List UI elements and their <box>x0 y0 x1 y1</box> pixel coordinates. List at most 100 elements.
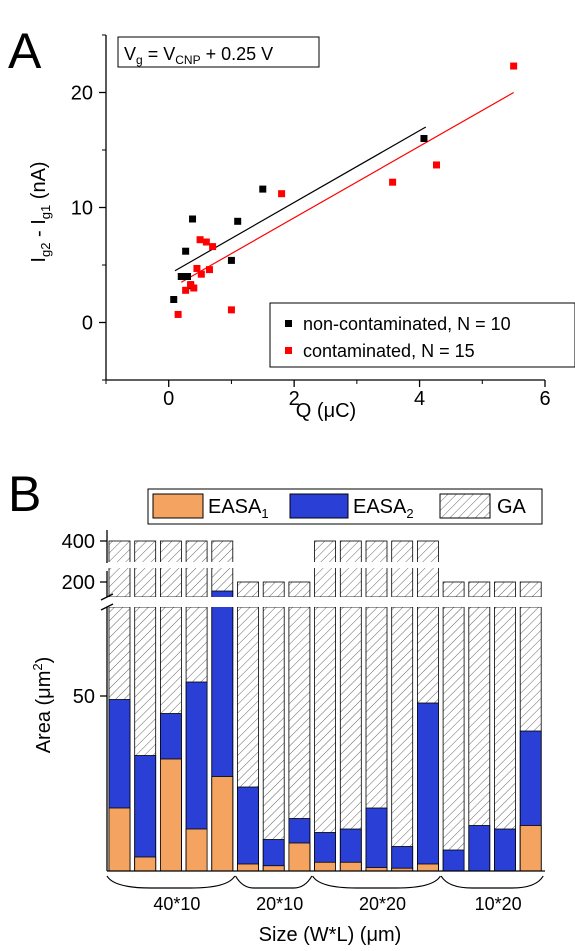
a-y-tick-label: 10 <box>71 198 93 220</box>
b-group-brackets: 40*10 20*10 20*20 10*20 <box>106 875 544 914</box>
b-bar-easa2 <box>416 702 439 872</box>
b-bar-ga-upper <box>442 581 465 598</box>
b-bar-ga-lower <box>391 606 414 872</box>
b-legend-easa1-main: EASA <box>208 496 262 518</box>
b-bar-easa1 <box>237 863 259 872</box>
a-legend-marker-black <box>285 320 292 327</box>
a-point-1 <box>227 256 235 264</box>
a-ann-sub-cnp: CNP <box>175 53 200 67</box>
b-tick-label-200: 200 <box>62 572 95 594</box>
b-bar-ga-upper <box>365 540 388 598</box>
a-point-1 <box>420 135 428 142</box>
a-y-tick-label: 0 <box>82 313 93 335</box>
b-bar-easa2 <box>365 807 388 872</box>
a-point-2 <box>182 286 190 294</box>
b-group-bracket <box>106 875 236 889</box>
a-y-unit: (nA) <box>28 161 50 204</box>
b-bar-ga-upper <box>288 581 311 598</box>
a-y-i1: I <box>28 257 50 263</box>
b-bar-ga-lower <box>262 606 285 872</box>
b-bar-ga-upper <box>416 540 439 598</box>
a-x-tick-label: 6 <box>539 388 550 410</box>
a-x-label-unit: C) <box>335 400 356 422</box>
panel-label-a: A <box>8 23 42 79</box>
b-legend-swatch-easa2 <box>289 493 349 519</box>
b-group-label: 40*10 <box>153 894 200 914</box>
b-bar-break-gap <box>390 562 414 568</box>
b-bar-ga-lower <box>442 606 465 872</box>
b-bar-easa1 <box>134 856 157 872</box>
b-bar-break-gap <box>313 562 337 568</box>
b-legend-label-ga: GA <box>497 496 527 518</box>
b-group-bracket <box>440 875 544 889</box>
b-bar-easa1 <box>339 861 362 872</box>
b-bar-easa1 <box>185 828 208 872</box>
b-bar-ga-upper <box>314 540 337 598</box>
b-legend-label-easa1: EASA1 <box>208 496 269 521</box>
b-bar-ga-upper <box>159 540 182 598</box>
a-y-tick-label: 20 <box>71 83 93 105</box>
a-point-2 <box>227 306 235 314</box>
b-bar-break-gap <box>339 562 363 568</box>
a-y-s1: g2 <box>38 243 53 257</box>
b-legend-easa1-sub: 1 <box>261 506 268 521</box>
b-bar-ga-upper <box>391 540 414 598</box>
a-x-label: Q (μC) <box>296 400 356 422</box>
a-point-1 <box>234 217 242 225</box>
b-bar-break-gap <box>416 562 440 568</box>
b-group-label: 20*10 <box>256 894 303 914</box>
b-bar-easa1 <box>211 776 234 872</box>
a-y-s2: g1 <box>38 205 53 219</box>
a-point-1 <box>170 296 178 303</box>
a-point-1 <box>177 273 185 280</box>
b-group-bracket <box>234 875 313 889</box>
a-point-2 <box>389 178 397 186</box>
b-axis-break-2 <box>100 603 114 611</box>
a-point-2 <box>209 243 217 251</box>
a-legend-label-1: non-contaminated, N = 10 <box>303 314 511 334</box>
b-legend: EASA1 EASA2 GA <box>147 488 543 525</box>
b-y-label-mu: μ <box>33 687 55 699</box>
b-bar-easa2 <box>134 755 157 872</box>
b-bar-ga-upper <box>108 540 131 598</box>
b-legend-easa2-main: EASA <box>353 496 407 518</box>
b-bar-ga-upper <box>237 581 259 598</box>
b-bar-ga-upper <box>494 581 516 598</box>
b-legend-label-easa2: EASA2 <box>353 496 414 521</box>
b-bar-ga-upper <box>185 540 208 598</box>
b-bar-ga-lower <box>314 606 337 872</box>
b-bar-easa2 <box>237 786 259 872</box>
b-bar-ga-upper <box>519 581 542 598</box>
a-fit-lines <box>174 91 514 283</box>
b-bar-easa2 <box>391 846 414 872</box>
a-annotation-box <box>117 36 320 68</box>
b-x-label: Size (W*L) (μm) <box>259 924 402 946</box>
a-y-mid: - I <box>28 219 50 242</box>
b-y-label-unit: m <box>33 671 55 688</box>
b-legend-swatch-ga <box>439 493 491 519</box>
a-legend-marker-red <box>285 347 292 354</box>
b-bar-ga-upper <box>468 581 491 598</box>
b-bar-break-gap <box>210 562 234 568</box>
b-bar-easa1 <box>288 842 311 872</box>
a-point-1 <box>189 215 197 223</box>
a-point-2 <box>190 284 198 292</box>
b-break-band <box>108 597 545 607</box>
b-legend-easa2-sub: 2 <box>406 506 413 521</box>
a-point-2 <box>193 264 201 272</box>
a-point-1 <box>184 273 192 280</box>
b-bar-easa1 <box>262 865 285 872</box>
b-bar-easa2 <box>468 825 491 872</box>
b-bar-ga-upper <box>262 581 285 598</box>
b-bar-ga-upper <box>339 540 362 598</box>
a-legend-box <box>269 302 575 368</box>
b-bar-easa1 <box>416 863 439 872</box>
a-point-2 <box>174 310 182 318</box>
a-point-2 <box>205 266 213 274</box>
a-points <box>170 62 518 318</box>
b-bar-easa2 <box>494 828 516 872</box>
a-point-1 <box>259 185 267 193</box>
a-fit-line-1 <box>174 126 427 272</box>
a-ticks: 0 2 4 6 0 10 20 <box>71 34 551 410</box>
